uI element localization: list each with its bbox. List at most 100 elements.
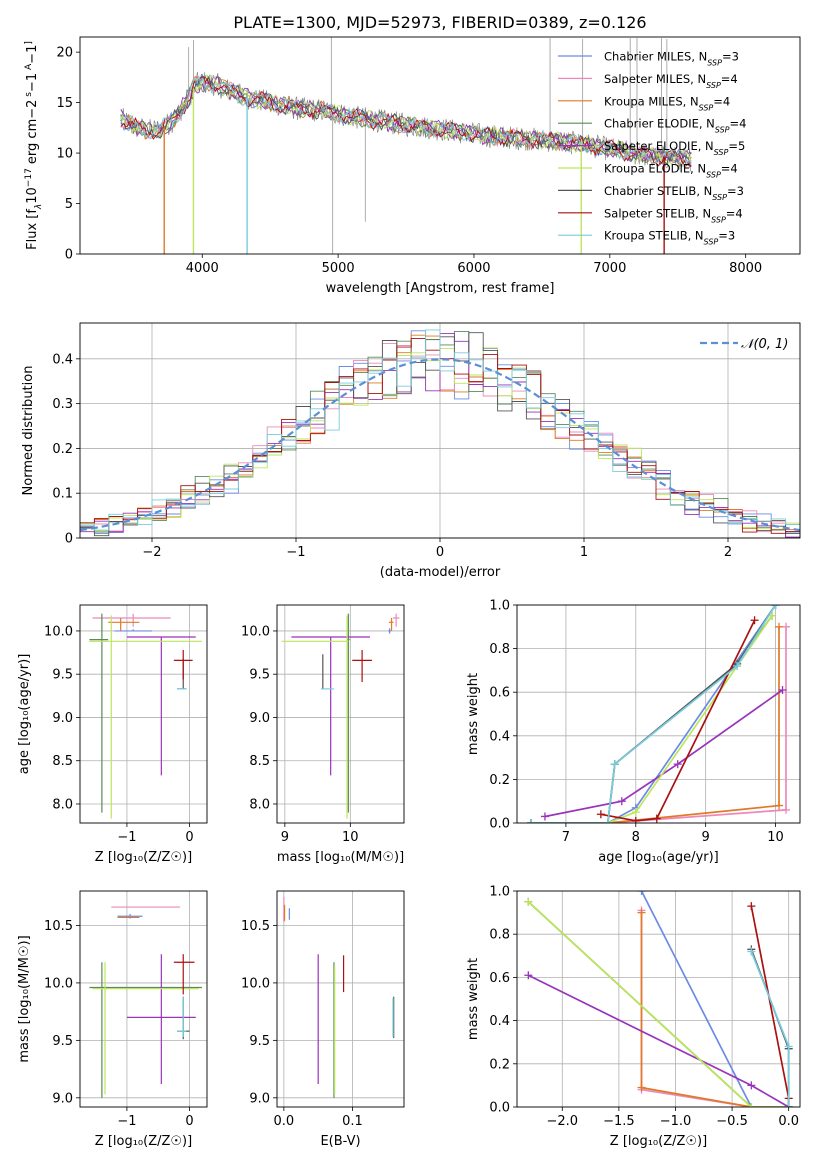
normal-curve <box>80 358 800 532</box>
legend-label: Kroupa ELODIE, NSSP=4 <box>604 162 738 180</box>
data-point-marker <box>747 902 756 911</box>
axes-frame <box>276 604 405 824</box>
y-tick-label: 0.0 <box>489 1101 510 1116</box>
panel-residuals: −2 −1 0 1 2 0 0.1 0.2 0.3 0.4 (data-model)/error No… <box>21 322 801 580</box>
x-tick-label: 0 <box>185 830 193 845</box>
y-axis-label-part: Flux [f <box>25 209 40 250</box>
data-point-marker <box>747 1081 756 1090</box>
x-tick-label: −2 <box>142 545 161 560</box>
y-tick-label: 5 <box>65 197 73 212</box>
x-tick-label: 1 <box>580 545 588 560</box>
plot-area <box>89 613 202 819</box>
data-point-marker <box>631 816 640 823</box>
legend-suffix: =4 <box>713 94 730 108</box>
x-tick-label: −1.5 <box>603 1114 635 1129</box>
plot-area <box>524 891 793 1107</box>
model-line-salpeter-elodie <box>120 74 692 163</box>
y-tick-label: 8.5 <box>52 754 73 769</box>
y-axis-label-part: −2 <box>25 100 40 119</box>
legend-sub: SSP <box>712 192 727 201</box>
legend-label: Kroupa STELIB, NSSP=3 <box>604 229 735 247</box>
panel-mass-vs-ebv: 0.0 0.1 9.0 9.5 10.0 10.5 E(B-V) <box>241 890 405 1149</box>
legend-suffix: =3 <box>727 184 744 198</box>
y-tick-label: 1.0 <box>489 599 510 614</box>
data-point-marker <box>747 1103 756 1107</box>
model-line-salpeter-stelib <box>120 76 692 168</box>
legend-suffix: =5 <box>728 139 745 153</box>
x-axis-label: Z [log₁₀(Z/Z☉)] <box>610 1134 707 1149</box>
legend-text: Salpeter STELIB, N <box>604 206 711 220</box>
y-axis-label-part: ] <box>24 41 34 45</box>
y-axis-label: mass [log₁₀(M/M☉)] <box>17 935 32 1062</box>
x-tick-label: 7 <box>562 830 570 845</box>
x-tick-label: −1 <box>117 830 136 845</box>
legend-text: Chabrier STELIB, N <box>604 184 712 198</box>
y-tick-label: 10.0 <box>44 976 73 991</box>
y-tick-label: 8.0 <box>52 797 73 812</box>
x-tick-label: 8 <box>632 830 640 845</box>
weight-line-kroupa-miles <box>531 626 780 823</box>
data-point-marker <box>631 808 640 817</box>
y-tick-label: 20 <box>56 46 73 61</box>
y-tick-label: 0.4 <box>489 729 510 744</box>
legend-suffix: =4 <box>726 206 743 220</box>
data-point-marker <box>610 760 619 769</box>
legend-label: Salpeter ELODIE, NSSP=5 <box>604 139 745 157</box>
weight-line-salpeter-stelib <box>750 905 790 1107</box>
plot-area <box>89 906 202 1098</box>
y-tick-label: 9.5 <box>52 1034 73 1049</box>
weight-line-salpeter-elodie <box>527 974 790 1107</box>
weight-line-kroupa-stelib <box>750 951 790 1107</box>
x-tick-label: −1.0 <box>660 1114 692 1129</box>
plot-area <box>80 329 800 538</box>
legend-label: Chabrier MILES, NSSP=3 <box>604 50 739 68</box>
legend-sub: SSP <box>714 148 729 157</box>
weight-line-chabrier-elodie <box>527 901 789 1107</box>
y-axis-label: mass weight <box>466 673 481 755</box>
data-point-marker <box>524 971 533 980</box>
y-axis-label: Normed distribution <box>21 366 36 496</box>
legend-sub: SSP <box>707 58 722 67</box>
y-axis-label-part: s <box>24 92 34 100</box>
y-tick-label: 9.5 <box>52 668 73 683</box>
weight-line-chabrier-stelib <box>531 605 777 823</box>
y-axis-label-part: −1 <box>25 45 40 64</box>
axes-frame <box>516 890 801 1108</box>
y-tick-label: 8.5 <box>249 754 270 769</box>
y-axis-label-part: −17 <box>24 168 34 187</box>
legend-sub: SSP <box>711 215 726 224</box>
y-axis-label-part: −1 <box>25 73 40 92</box>
axes-frame <box>516 604 801 824</box>
data-point-marker <box>596 810 605 819</box>
figure-title: PLATE=1300, MJD=52973, FIBERID=0389, z=0… <box>233 13 646 32</box>
y-tick-label: 9.0 <box>249 1091 270 1106</box>
data-point-marker <box>526 819 535 823</box>
data-point-marker <box>540 812 549 821</box>
x-axis-label: mass [log₁₀(M/M☉)] <box>277 850 404 865</box>
y-tick-label: 0.2 <box>489 773 510 788</box>
x-axis-label: (data-model)/error <box>380 565 501 580</box>
x-tick-label: 7000 <box>593 261 626 276</box>
axes-frame <box>79 890 208 1108</box>
x-tick-label: 0.0 <box>274 1114 295 1129</box>
legend-label: Salpeter STELIB, NSSP=4 <box>604 206 743 224</box>
y-tick-label: 0.4 <box>52 352 73 367</box>
legend-suffix: =4 <box>721 72 738 86</box>
axes-frame <box>79 604 208 824</box>
panel-age-vs-mass: 9 10 8.0 8.5 9.0 9.5 10.0 mass [log₁₀(M/M☉)] <box>241 604 405 865</box>
data-point-marker <box>603 819 612 823</box>
weight-line-salpeter-elodie <box>544 689 783 818</box>
data-point-marker <box>782 805 791 814</box>
legend-suffix: =3 <box>722 50 739 64</box>
weight-line-salpeter-miles <box>640 910 789 1107</box>
y-tick-label: 0.6 <box>489 971 510 986</box>
panel-weight-vs-Z: −2.0 −1.5 −1.0 −0.5 0.0 0.0 0.2 0.4 0.6 0.8 1.0 Z [… <box>466 885 801 1149</box>
y-tick-label: 0.8 <box>489 928 510 943</box>
panel-mass-vs-Z: −1 0 9.0 9.5 10.0 10.5 Z [log₁₀(Z/Z☉)] mass [lo… <box>17 890 208 1149</box>
x-tick-label: −2.0 <box>546 1114 578 1129</box>
plot-area <box>283 896 395 1098</box>
y-axis-label-part: erg cm <box>25 119 40 168</box>
x-tick-label: 4000 <box>186 261 219 276</box>
axes-frame <box>276 890 405 1108</box>
y-tick-label: 10.0 <box>241 624 270 639</box>
